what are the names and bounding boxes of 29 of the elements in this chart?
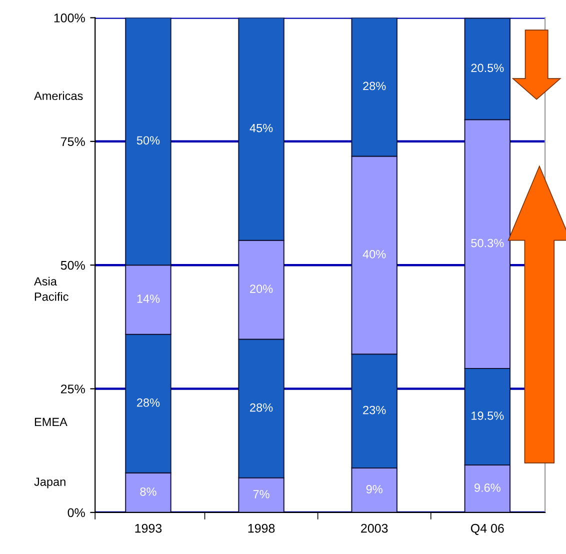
- data-label: 20%: [250, 284, 273, 293]
- text: Asia Pacific: [34, 276, 68, 301]
- y-tick-label: 75%: [60, 137, 85, 146]
- x-tick-label: 1998: [248, 524, 275, 533]
- data-label: 28%: [250, 403, 273, 412]
- data-label: 28%: [363, 82, 386, 90]
- y-tick-label: 50%: [60, 260, 85, 270]
- data-label: 45%: [250, 124, 273, 132]
- data-label: 9.6%: [474, 484, 500, 492]
- data-label: 40%: [362, 250, 386, 258]
- data-label: 8%: [140, 487, 156, 496]
- text: Americas: [34, 91, 83, 100]
- data-label: 14%: [137, 294, 160, 303]
- data-label: 19.5%: [472, 412, 504, 420]
- text: EMEA: [34, 418, 68, 426]
- data-label: 50%: [136, 136, 160, 145]
- x-tick-label: Q4 06: [470, 524, 504, 535]
- data-label: 7%: [253, 490, 270, 498]
- y-tick-label: 0%: [68, 508, 85, 518]
- text: Japan: [34, 478, 66, 488]
- y-tick-label: 25%: [60, 384, 85, 394]
- data-label: 50.3%: [471, 238, 504, 248]
- data-label: 28%: [137, 398, 160, 407]
- y-tick-label: 100%: [54, 14, 85, 22]
- x-tick-label: 2003: [361, 524, 388, 533]
- data-label: 20.5%: [471, 64, 504, 72]
- x-tick-label: 1993: [135, 524, 162, 533]
- data-label: 23%: [363, 406, 386, 414]
- data-label: 9%: [366, 484, 382, 494]
